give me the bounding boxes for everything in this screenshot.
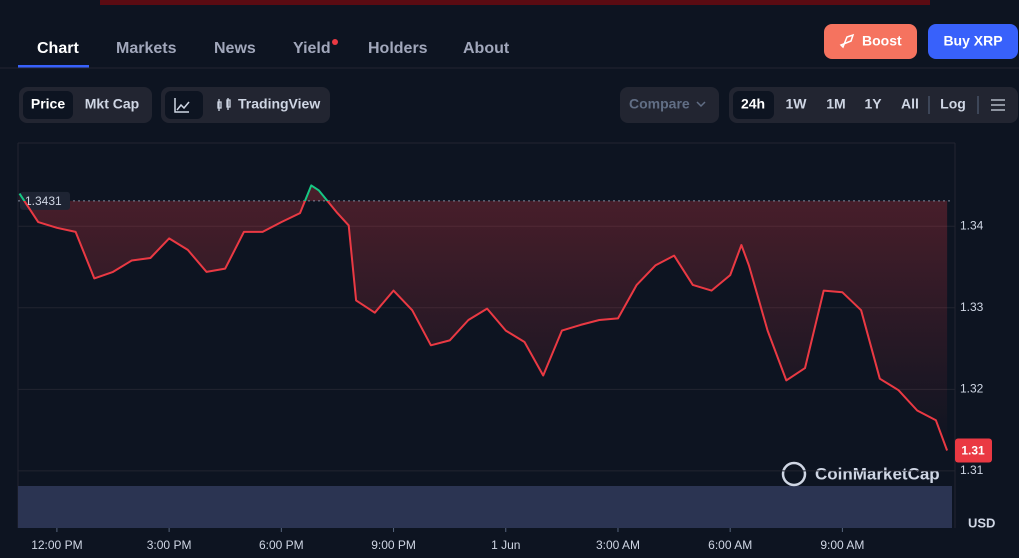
boost-label: Boost — [862, 33, 902, 49]
chevron — [696, 101, 706, 108]
tab[interactable]: Holders — [368, 40, 428, 57]
candle-icon — [217, 98, 231, 111]
price-toggle[interactable]: Price — [31, 96, 65, 112]
range-option[interactable]: 1W — [786, 96, 808, 112]
axis-unit: USD — [968, 515, 995, 530]
range-option[interactable]: 1Y — [864, 96, 882, 112]
x-tick-label: 9:00 AM — [820, 538, 864, 552]
x-tick-label: 3:00 AM — [596, 538, 640, 552]
x-tick-label: 9:00 PM — [371, 538, 416, 552]
rocket-icon — [839, 33, 855, 49]
mktcap-toggle[interactable]: Mkt Cap — [85, 96, 139, 112]
tradingview-toggle[interactable]: TradingView — [238, 96, 320, 112]
reference-tag — [20, 191, 70, 210]
compare-label: Compare — [629, 96, 690, 112]
tab[interactable]: About — [463, 40, 510, 57]
watermark-logo — [781, 461, 807, 487]
ad-banner — [100, 0, 930, 5]
y-tick-label: 1.32 — [960, 382, 984, 396]
y-tick-label: 1.33 — [960, 300, 984, 314]
tab[interactable]: Markets — [116, 40, 177, 57]
boost-button[interactable] — [824, 24, 917, 59]
buy-button[interactable] — [928, 24, 1018, 59]
active-toggle — [733, 91, 774, 119]
range-option[interactable]: All — [901, 96, 919, 112]
x-tick-label: 12:00 PM — [31, 538, 82, 552]
settings-icon[interactable] — [991, 99, 1005, 111]
style-toggle — [161, 87, 330, 123]
volume-bars — [18, 486, 952, 528]
range-option[interactable]: 1M — [826, 96, 845, 112]
x-tick-label: 1 Jun — [491, 538, 520, 552]
y-tick-label: 1.34 — [960, 218, 984, 232]
active-toggle — [23, 91, 73, 119]
buy-label: Buy XRP — [943, 33, 1002, 49]
y-tick-label: 1.31 — [960, 463, 984, 477]
line-icon[interactable] — [174, 98, 190, 113]
active-toggle — [165, 91, 203, 119]
log-toggle[interactable]: Log — [940, 96, 966, 112]
current-price-tag — [955, 438, 992, 463]
x-tick-label: 3:00 PM — [147, 538, 192, 552]
tab[interactable]: Chart — [37, 40, 79, 57]
tabs: Chart Markets News Yield Holders About — [18, 39, 510, 68]
price-line — [18, 184, 949, 451]
compare-dropdown[interactable] — [620, 87, 719, 123]
watermark: CoinMarketCap — [815, 464, 940, 483]
reference-label: 1.3431 — [25, 194, 62, 208]
range-option[interactable]: 24h — [741, 96, 765, 112]
tab-underline — [18, 65, 89, 68]
x-tick-label: 6:00 AM — [708, 538, 752, 552]
x-tick-label: 6:00 PM — [259, 538, 304, 552]
current-price-label: 1.31 — [961, 444, 985, 458]
badge-dot — [332, 39, 338, 45]
area — [19, 185, 948, 451]
tab[interactable]: News — [214, 40, 256, 57]
chart: USD CoinMarketCap 1.31 1.32 1.33 1.34 12:00 … — [17, 142, 995, 552]
tab[interactable]: Yield — [293, 40, 331, 57]
range-toggle — [729, 87, 1018, 123]
